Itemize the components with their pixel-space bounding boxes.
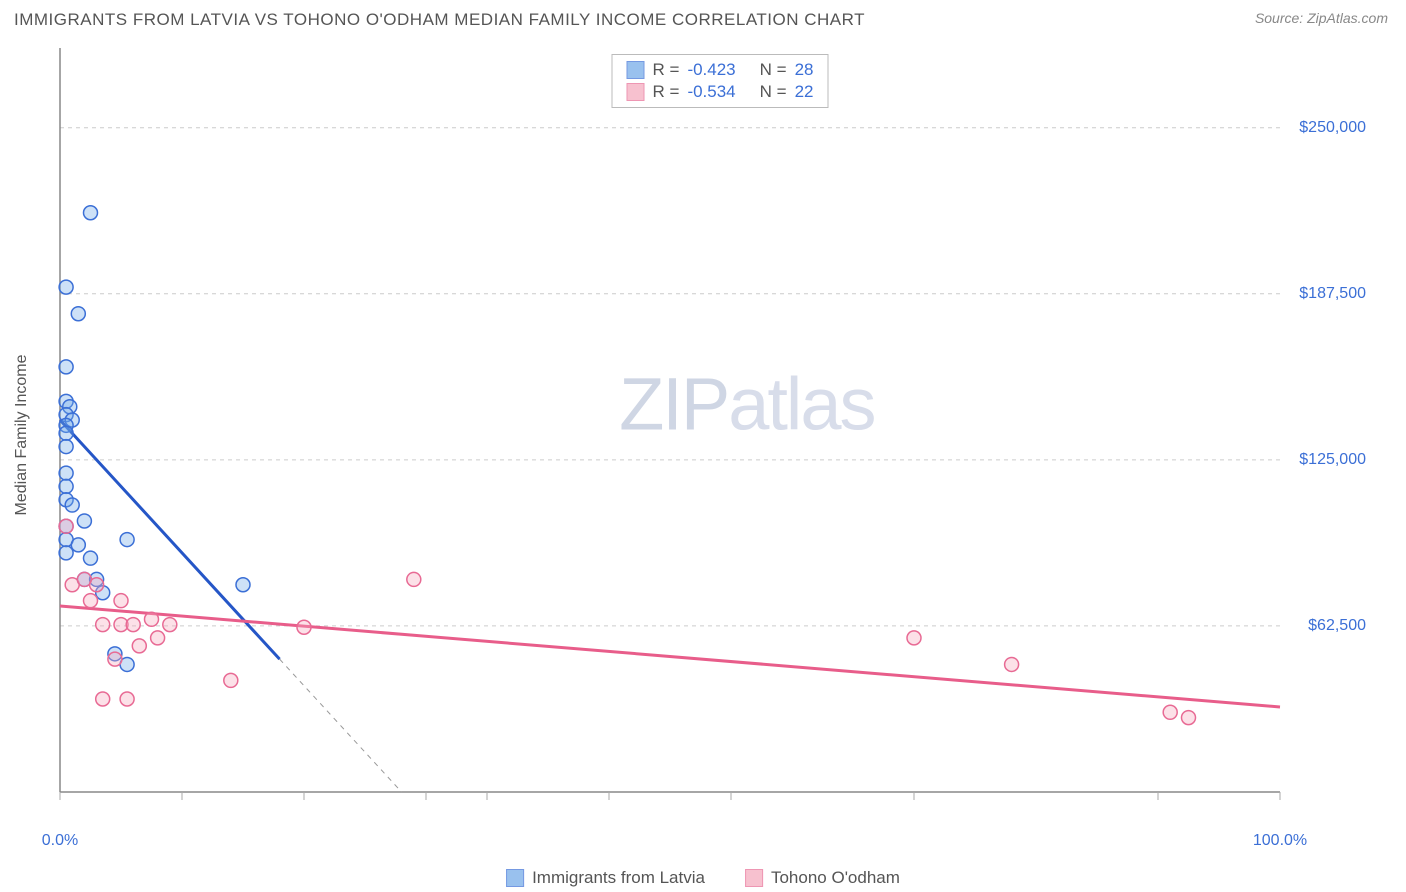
- correlation-legend: R = -0.423 N = 28 R = -0.534 N = 22: [612, 54, 829, 108]
- series-legend: Immigrants from Latvia Tohono O'odham: [506, 868, 900, 888]
- x-tick-label: 0.0%: [42, 832, 78, 850]
- y-tick-label: $250,000: [1299, 119, 1366, 137]
- y-tick-label: $62,500: [1308, 617, 1366, 635]
- y-tick-label: $187,500: [1299, 285, 1366, 303]
- y-axis-label: Median Family Income: [13, 355, 31, 516]
- scatter-plot: [50, 48, 1390, 822]
- legend-label-series1: Immigrants from Latvia: [532, 868, 705, 888]
- x-tick-label: 100.0%: [1253, 832, 1307, 850]
- swatch-series2-icon: [745, 869, 763, 887]
- swatch-series2: [627, 83, 645, 101]
- chart-title: IMMIGRANTS FROM LATVIA VS TOHONO O'ODHAM…: [14, 10, 865, 30]
- legend-label-series2: Tohono O'odham: [771, 868, 900, 888]
- source-attribution: Source: ZipAtlas.com: [1255, 10, 1388, 26]
- y-tick-label: $125,000: [1299, 451, 1366, 469]
- legend-item-series1: Immigrants from Latvia: [506, 868, 705, 888]
- legend-item-series2: Tohono O'odham: [745, 868, 900, 888]
- legend-row-series2: R = -0.534 N = 22: [627, 81, 814, 103]
- chart-area: Median Family Income ZIPatlas R = -0.423…: [50, 48, 1390, 822]
- swatch-series1-icon: [506, 869, 524, 887]
- legend-row-series1: R = -0.423 N = 28: [627, 59, 814, 81]
- swatch-series1: [627, 61, 645, 79]
